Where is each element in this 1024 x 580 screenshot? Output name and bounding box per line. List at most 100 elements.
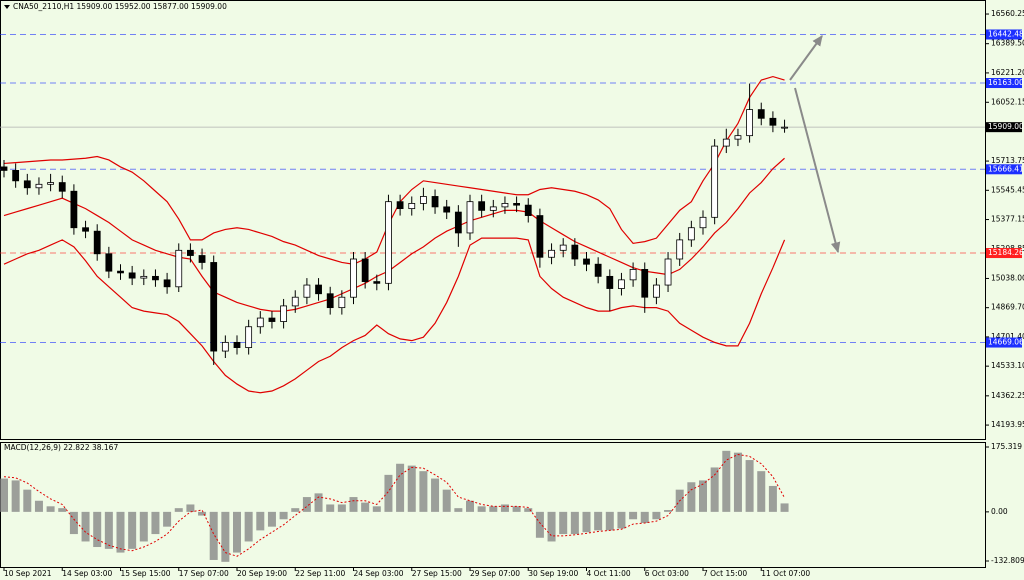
candle-body: [35, 183, 43, 189]
y-tick-label: 175.319: [991, 442, 1022, 451]
macd-bar: [419, 471, 428, 512]
candle-body: [489, 206, 497, 211]
x-tick-label: 29 Sep 07:00: [470, 569, 520, 578]
main-panel-frame: [0, 0, 986, 440]
bollinger-middle: [3, 157, 785, 312]
candle-body: [70, 190, 78, 229]
candle-body: [431, 196, 439, 208]
macd-bar: [174, 508, 183, 512]
candle-body: [0, 166, 8, 171]
macd-bar: [477, 506, 486, 512]
level-tag: [986, 29, 1022, 40]
chart-header: CNA50_2110,H1 15909.00 15952.00 15877.00…: [13, 2, 227, 11]
candle-body: [152, 275, 159, 281]
macd-bar: [151, 511, 160, 535]
candle-body: [315, 284, 322, 295]
x-tick-label: 27 Sep 15:00: [412, 569, 462, 578]
macd-bar: [349, 497, 358, 512]
candle-body: [198, 255, 206, 263]
y-tick-label: 16560.25: [991, 9, 1024, 18]
macd-bar: [664, 510, 673, 512]
macd-bar: [442, 489, 451, 512]
x-tick-label: 7 Oct 15:00: [703, 569, 747, 578]
macd-bar: [11, 480, 20, 512]
menu-triangle[interactable]: [4, 5, 10, 9]
candle-body: [734, 135, 742, 140]
bollinger-upper: [3, 75, 785, 265]
macd-bar: [186, 504, 195, 512]
candle-body: [687, 227, 695, 241]
macd-bar: [629, 511, 638, 520]
candle-body: [711, 145, 719, 218]
y-tick-label: 14533.10: [991, 361, 1024, 370]
x-tick-label: 15 Sep 15:00: [121, 569, 171, 578]
candle-body: [221, 341, 229, 352]
macd-bar: [687, 482, 696, 512]
macd-bar: [209, 511, 218, 560]
candle-body: [105, 253, 113, 272]
candle-body: [513, 203, 520, 206]
x-tick-label: 30 Sep 19:00: [528, 569, 578, 578]
level-label: 16442.48: [988, 29, 1024, 38]
candle-body: [117, 270, 124, 274]
y-tick-label: 14193.95: [991, 420, 1024, 429]
candle-body: [128, 272, 136, 279]
candle-body: [396, 201, 404, 210]
macd-bar: [81, 511, 90, 542]
candle-body: [769, 117, 777, 126]
candle-body: [350, 258, 357, 298]
projection-arrow: [789, 35, 823, 81]
bollinger-lower: [3, 237, 786, 394]
candle-body: [338, 296, 346, 309]
candle-body: [280, 305, 288, 322]
macd-bar: [46, 506, 55, 512]
candle-body: [210, 262, 218, 352]
macd-bar: [23, 489, 32, 512]
macd-bar: [116, 511, 125, 553]
macd-bar: [722, 450, 731, 512]
y-tick-label: 16389.50: [991, 39, 1024, 48]
level-tag: [986, 248, 1022, 259]
y-tick-label: 16052.15: [991, 97, 1024, 106]
y-tick-label: -132.809: [991, 556, 1024, 565]
x-tick-label: 24 Sep 03:00: [354, 569, 404, 578]
candle-body: [606, 275, 614, 289]
candle-body: [699, 216, 707, 229]
level-tag: [986, 337, 1022, 348]
macd-bar: [233, 511, 241, 553]
candle-body: [746, 109, 753, 137]
macd-bar: [267, 511, 276, 527]
y-tick-label: 14362.25: [991, 391, 1024, 400]
macd-header: MACD(12,26,9) 22.822 38.167: [4, 443, 118, 452]
macd-bar: [104, 511, 113, 549]
macd-bar: [69, 511, 78, 535]
candle-body: [722, 138, 730, 147]
macd-bar: [512, 506, 521, 512]
candle-body: [757, 109, 765, 119]
macd-bar: [58, 508, 67, 512]
x-tick-label: 11 Oct 07:00: [761, 569, 810, 578]
x-tick-label: 10 Sep 2021: [4, 569, 52, 578]
candle-body: [326, 293, 334, 309]
candle-body: [443, 206, 451, 213]
macd-bar: [570, 511, 579, 535]
level-label: 15666.41: [988, 164, 1024, 173]
candle-body: [478, 201, 486, 211]
macd-bar: [396, 463, 405, 512]
candle-body: [361, 258, 369, 282]
x-tick-label: 4 Oct 11:00: [587, 569, 631, 578]
projection-arrow: [794, 87, 841, 254]
macd-bar: [279, 511, 288, 520]
macd-bar: [454, 508, 463, 512]
candle-body: [454, 211, 462, 234]
x-tick-label: 17 Sep 07:00: [179, 569, 229, 578]
candle-body: [291, 296, 299, 307]
macd-bar: [128, 511, 137, 549]
macd-bar: [198, 511, 207, 516]
candle-body: [524, 204, 532, 216]
macd-bar: [407, 465, 416, 512]
macd-bar: [489, 506, 498, 512]
candle-body: [303, 284, 311, 298]
macd-bar: [699, 480, 707, 512]
y-tick-label: 15377.15: [991, 215, 1024, 224]
